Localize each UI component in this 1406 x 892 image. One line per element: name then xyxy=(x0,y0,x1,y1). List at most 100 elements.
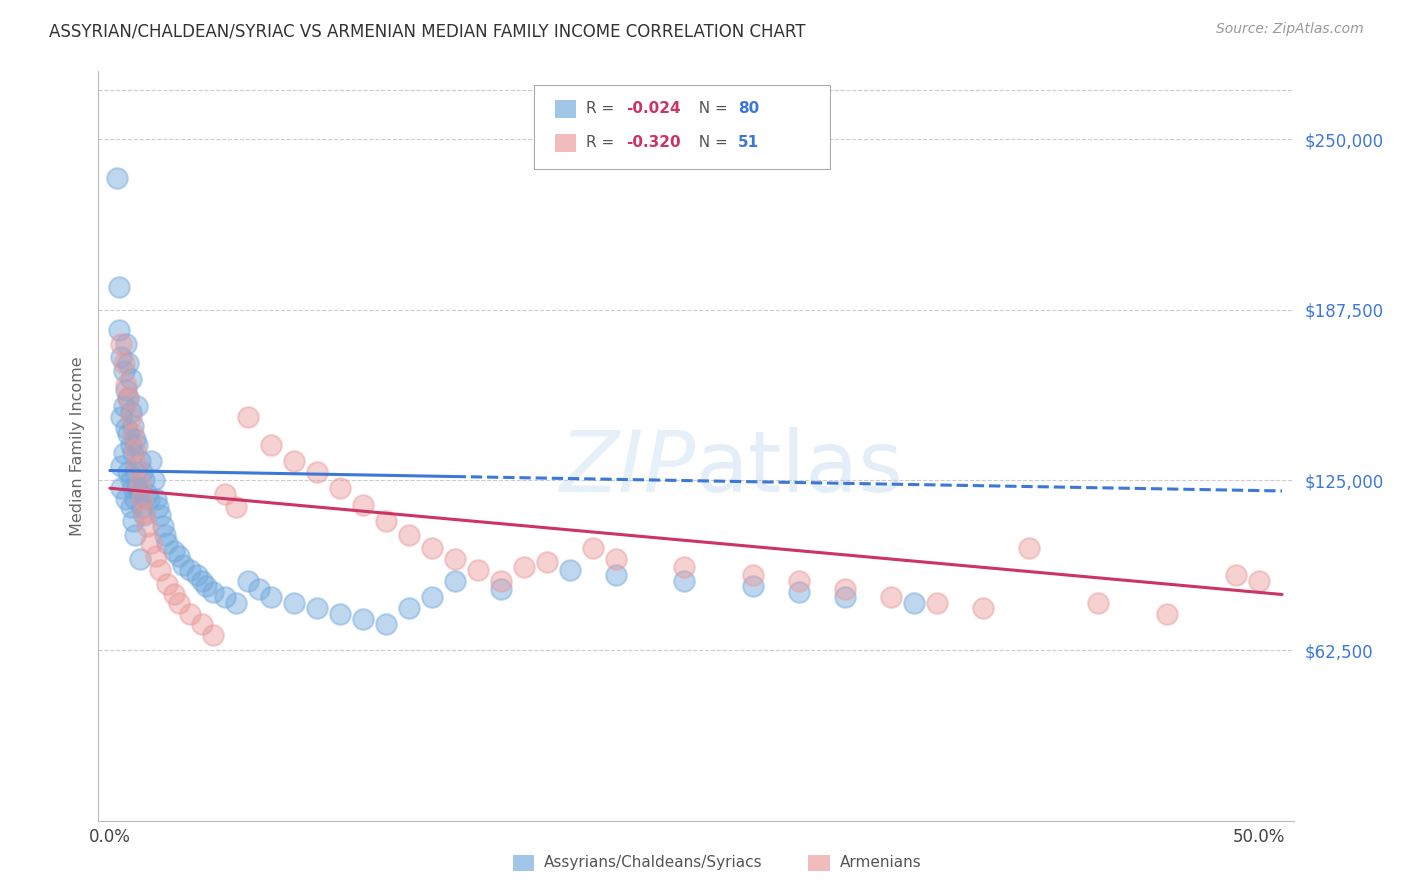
Text: atlas: atlas xyxy=(696,427,904,510)
Point xyxy=(112,400,135,414)
Point xyxy=(489,574,512,588)
Point xyxy=(141,454,163,468)
Point xyxy=(214,591,236,605)
Point xyxy=(398,527,420,541)
Text: N =: N = xyxy=(689,102,733,116)
Text: 51: 51 xyxy=(738,136,759,150)
Point xyxy=(117,356,139,370)
Point xyxy=(352,612,374,626)
Point xyxy=(260,591,283,605)
Point xyxy=(124,492,146,507)
Point xyxy=(120,372,142,386)
Point xyxy=(134,473,156,487)
Point xyxy=(156,535,179,549)
Point xyxy=(236,574,259,588)
Point xyxy=(135,519,157,533)
Point xyxy=(141,535,163,549)
Point xyxy=(834,591,856,605)
Point xyxy=(117,392,139,406)
Point xyxy=(138,492,160,507)
Point xyxy=(122,481,145,495)
Point xyxy=(195,579,218,593)
Point xyxy=(117,426,139,441)
Point xyxy=(131,500,153,515)
Point xyxy=(260,437,283,451)
Point xyxy=(789,584,811,599)
Point xyxy=(398,601,420,615)
Point xyxy=(558,563,581,577)
Point xyxy=(972,601,994,615)
Point xyxy=(156,576,179,591)
Point xyxy=(120,500,142,515)
Point xyxy=(191,574,214,588)
Point xyxy=(115,492,138,507)
Point xyxy=(1087,596,1109,610)
Point xyxy=(283,454,305,468)
Point xyxy=(142,473,165,487)
Point xyxy=(329,481,352,495)
Point xyxy=(673,574,696,588)
Text: ZIP: ZIP xyxy=(560,427,696,510)
Y-axis label: Median Family Income: Median Family Income xyxy=(69,356,84,536)
Point xyxy=(467,563,489,577)
Text: Source: ZipAtlas.com: Source: ZipAtlas.com xyxy=(1216,22,1364,37)
Point xyxy=(122,426,145,441)
Point xyxy=(127,400,149,414)
Point xyxy=(122,418,145,433)
Point xyxy=(673,560,696,574)
Point xyxy=(202,628,225,642)
Text: 80: 80 xyxy=(738,102,759,116)
Point xyxy=(420,591,443,605)
Point xyxy=(128,486,150,500)
Point xyxy=(134,508,156,523)
Point xyxy=(128,475,150,490)
Point xyxy=(305,465,328,479)
Point xyxy=(135,486,157,500)
Text: Assyrians/Chaldeans/Syriacs: Assyrians/Chaldeans/Syriacs xyxy=(544,855,762,870)
Point xyxy=(236,410,259,425)
Point xyxy=(117,465,139,479)
Point xyxy=(1247,574,1270,588)
Point xyxy=(374,514,396,528)
Point xyxy=(283,596,305,610)
Point xyxy=(789,574,811,588)
Point xyxy=(131,465,153,479)
Point xyxy=(115,377,138,392)
Point xyxy=(127,459,149,474)
Text: N =: N = xyxy=(689,136,733,150)
Point xyxy=(179,607,201,621)
Point xyxy=(149,508,172,523)
Point xyxy=(124,432,146,446)
Text: Armenians: Armenians xyxy=(839,855,921,870)
Point xyxy=(152,519,174,533)
Point xyxy=(186,568,208,582)
Point xyxy=(214,486,236,500)
Point xyxy=(124,527,146,541)
Point xyxy=(115,421,138,435)
Point xyxy=(163,544,186,558)
Point xyxy=(512,560,534,574)
Point xyxy=(581,541,603,556)
Point xyxy=(145,549,167,564)
Point xyxy=(105,170,128,185)
Point xyxy=(124,465,146,479)
Text: R =: R = xyxy=(586,136,620,150)
Point xyxy=(127,437,149,451)
Point xyxy=(834,582,856,596)
Point xyxy=(903,596,925,610)
Text: ASSYRIAN/CHALDEAN/SYRIAC VS ARMENIAN MEDIAN FAMILY INCOME CORRELATION CHART: ASSYRIAN/CHALDEAN/SYRIAC VS ARMENIAN MED… xyxy=(49,22,806,40)
Point xyxy=(247,582,270,596)
Point xyxy=(128,552,150,566)
Point xyxy=(112,356,135,370)
Point xyxy=(742,568,765,582)
Point xyxy=(149,563,172,577)
Point xyxy=(148,500,170,515)
Text: R =: R = xyxy=(586,102,620,116)
Point xyxy=(112,364,135,378)
Point xyxy=(420,541,443,556)
Point xyxy=(110,459,132,474)
Point xyxy=(120,410,142,425)
Point xyxy=(880,591,903,605)
Point xyxy=(374,617,396,632)
Point xyxy=(110,351,132,365)
